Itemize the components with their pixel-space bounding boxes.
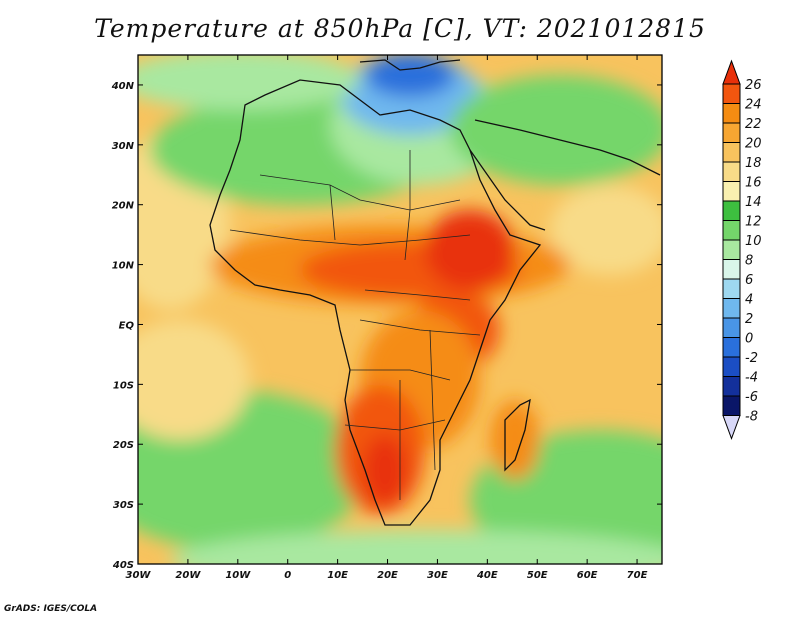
country-borders xyxy=(229,150,481,500)
colorbar-top-triangle xyxy=(722,59,741,85)
colorbar-box xyxy=(722,200,741,221)
grads-credit: GrADS: IGES/COLA xyxy=(4,604,98,614)
colorbar-label: 18 xyxy=(745,156,762,171)
lon-tick-label: 0 xyxy=(284,570,291,581)
colorbar-label: -4 xyxy=(745,371,758,386)
colorbar-box xyxy=(722,337,741,358)
colorbar-label: 0 xyxy=(745,332,753,347)
colorbar-box xyxy=(722,103,741,124)
lat-tick-label: 40S xyxy=(112,560,134,571)
colorbar-label: -6 xyxy=(745,390,758,405)
lon-tick-label: 10E xyxy=(327,570,348,581)
colorbar-label: 6 xyxy=(745,273,753,288)
colorbar-label: 20 xyxy=(745,137,762,152)
colorbar-box xyxy=(722,298,741,319)
colorbar-label: -2 xyxy=(745,351,758,366)
colorbar-box xyxy=(722,395,741,416)
lon-tick-label: 10W xyxy=(225,570,251,581)
colorbar-box xyxy=(722,161,741,182)
lon-tick-label: 40E xyxy=(476,570,498,581)
longitude-axis: 30W 20W 10W 0 10E 20E 30E 40E 50E 60E 70E xyxy=(126,55,648,581)
lat-tick-label: 40N xyxy=(111,81,135,92)
lon-tick-label: 70E xyxy=(627,570,648,581)
colorbar-box xyxy=(722,356,741,377)
colorbar-label: 22 xyxy=(745,117,762,132)
lon-tick-label: 50E xyxy=(527,570,548,581)
colorbar-box xyxy=(722,122,741,143)
colorbar-label: -8 xyxy=(745,410,758,425)
colorbar-label: 2 xyxy=(745,312,753,327)
coastlines xyxy=(209,59,661,526)
colorbar-box xyxy=(722,239,741,260)
lon-tick-label: 20W xyxy=(175,570,201,581)
colorbar-label: 14 xyxy=(745,195,762,210)
colorbar-label: 12 xyxy=(745,215,762,230)
lat-tick-label: 20N xyxy=(112,201,135,212)
lon-tick-label: 30W xyxy=(126,570,152,581)
lat-tick-label: 10N xyxy=(112,261,135,272)
colorbar-box xyxy=(722,181,741,202)
lat-tick-label: 20S xyxy=(113,440,134,451)
colorbar-box xyxy=(722,220,741,241)
colorbar-label: 10 xyxy=(745,234,762,249)
colorbar-label: 4 xyxy=(745,293,753,308)
colorbar-label: 26 xyxy=(745,78,762,93)
lat-tick-label: EQ xyxy=(119,320,135,331)
lon-tick-label: 60E xyxy=(577,570,598,581)
lon-tick-label: 30E xyxy=(427,570,448,581)
colorbar-label: 16 xyxy=(745,176,762,191)
colorbar-label: 8 xyxy=(745,254,753,269)
colorbar-label: 24 xyxy=(745,98,762,113)
colorbar-box xyxy=(722,142,741,163)
colorbar-box xyxy=(722,278,741,299)
lat-tick-label: 30S xyxy=(113,500,134,511)
colorbar-box xyxy=(722,259,741,280)
temperature-field xyxy=(138,55,662,564)
lat-tick-label: 10S xyxy=(113,380,134,391)
colorbar-box xyxy=(722,376,741,397)
colorbar-box xyxy=(722,83,741,104)
lon-tick-label: 20E xyxy=(377,570,398,581)
chart-title: Temperature at 850hPa [C], VT: 202101281… xyxy=(94,14,706,43)
colorbar-box xyxy=(722,317,741,338)
map-border xyxy=(137,54,663,565)
colorbar-bottom-triangle xyxy=(722,415,741,440)
latitude-axis: 40N 30N 20N 10N EQ 10S 20S 30S 40S xyxy=(111,81,662,571)
lat-tick-label: 30N xyxy=(112,141,135,152)
